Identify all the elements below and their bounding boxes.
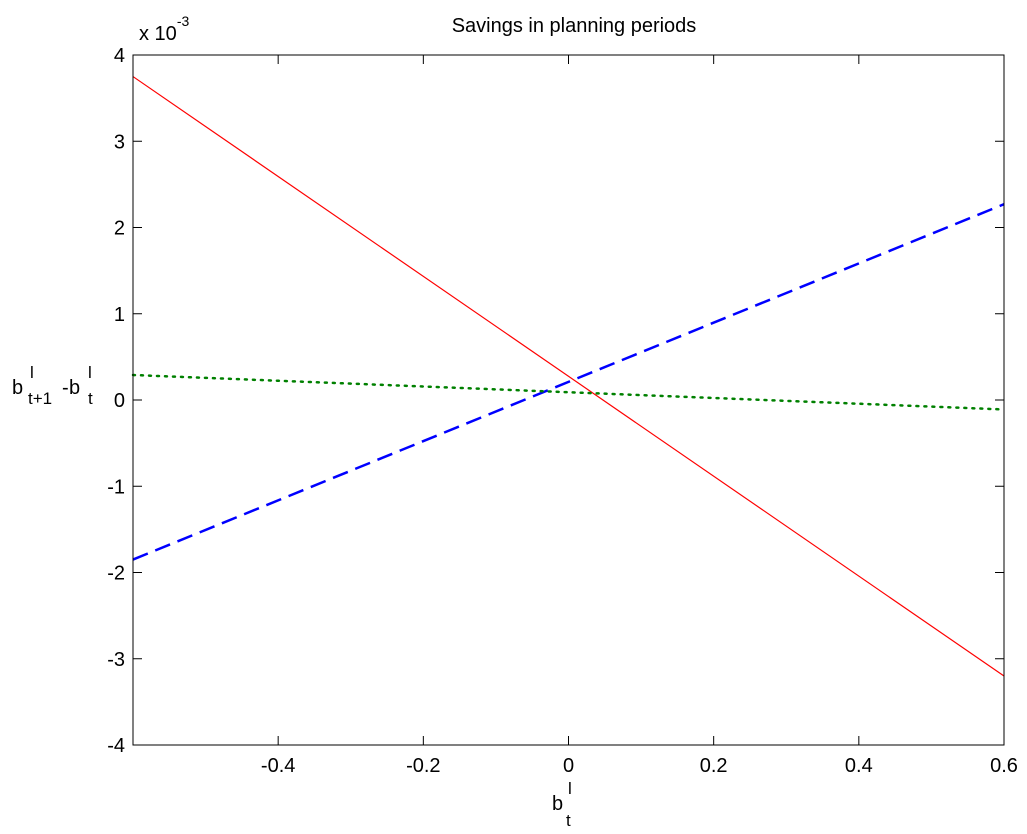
y-multiplier: x 10-3 xyxy=(139,13,189,45)
y-tick-label: -4 xyxy=(107,735,125,757)
ylabel-minus: - xyxy=(62,377,69,399)
y-tick-label: 0 xyxy=(114,390,125,412)
x-tick-label: 0.6 xyxy=(990,755,1018,777)
y-multiplier-exponent: -3 xyxy=(177,13,190,29)
y-axis-label: b l t+1 - b l t xyxy=(12,363,93,408)
x-tick-label: 0.4 xyxy=(845,755,873,777)
series-line-2 xyxy=(132,203,1005,561)
chart-title: Savings in planning periods xyxy=(452,15,697,37)
ylabel-b2: b xyxy=(69,377,80,399)
x-tick-label: -0.2 xyxy=(406,755,440,777)
y-tick-label: 2 xyxy=(114,218,125,240)
plot-area xyxy=(133,55,1004,745)
ylabel-sub2: t xyxy=(88,389,93,408)
xlabel-sup: l xyxy=(568,779,572,798)
series-layer xyxy=(131,76,1006,677)
ylabel-sup1: l xyxy=(30,363,34,382)
x-tick-label: 0 xyxy=(563,755,574,777)
xlabel-sub: t xyxy=(566,811,571,830)
ylabel-b1: b xyxy=(12,377,23,399)
series-line-3 xyxy=(131,373,1006,411)
x-tick-label: 0.2 xyxy=(700,755,728,777)
y-tick-label: 1 xyxy=(114,304,125,326)
y-tick-label: 3 xyxy=(114,131,125,153)
ylabel-sub1: t+1 xyxy=(28,389,52,408)
ylabel-sup2: l xyxy=(88,363,92,382)
y-tick-label: -1 xyxy=(107,476,125,498)
x-tick-label: -0.4 xyxy=(261,755,295,777)
series-line-1 xyxy=(132,76,1005,677)
y-tick-label: 4 xyxy=(114,45,125,67)
xlabel-b: b xyxy=(552,793,563,815)
y-tick-label: -3 xyxy=(107,649,125,671)
tick-layer: -0.4 -0.2 0 0.2 0.4 0.6 -4 -3 -2 -1 0 1 2 3 4 xyxy=(107,45,1018,777)
y-multiplier-base: x 10 xyxy=(139,23,177,45)
y-tick-label: -2 xyxy=(107,563,125,585)
x-axis-label: b l t xyxy=(552,779,572,830)
